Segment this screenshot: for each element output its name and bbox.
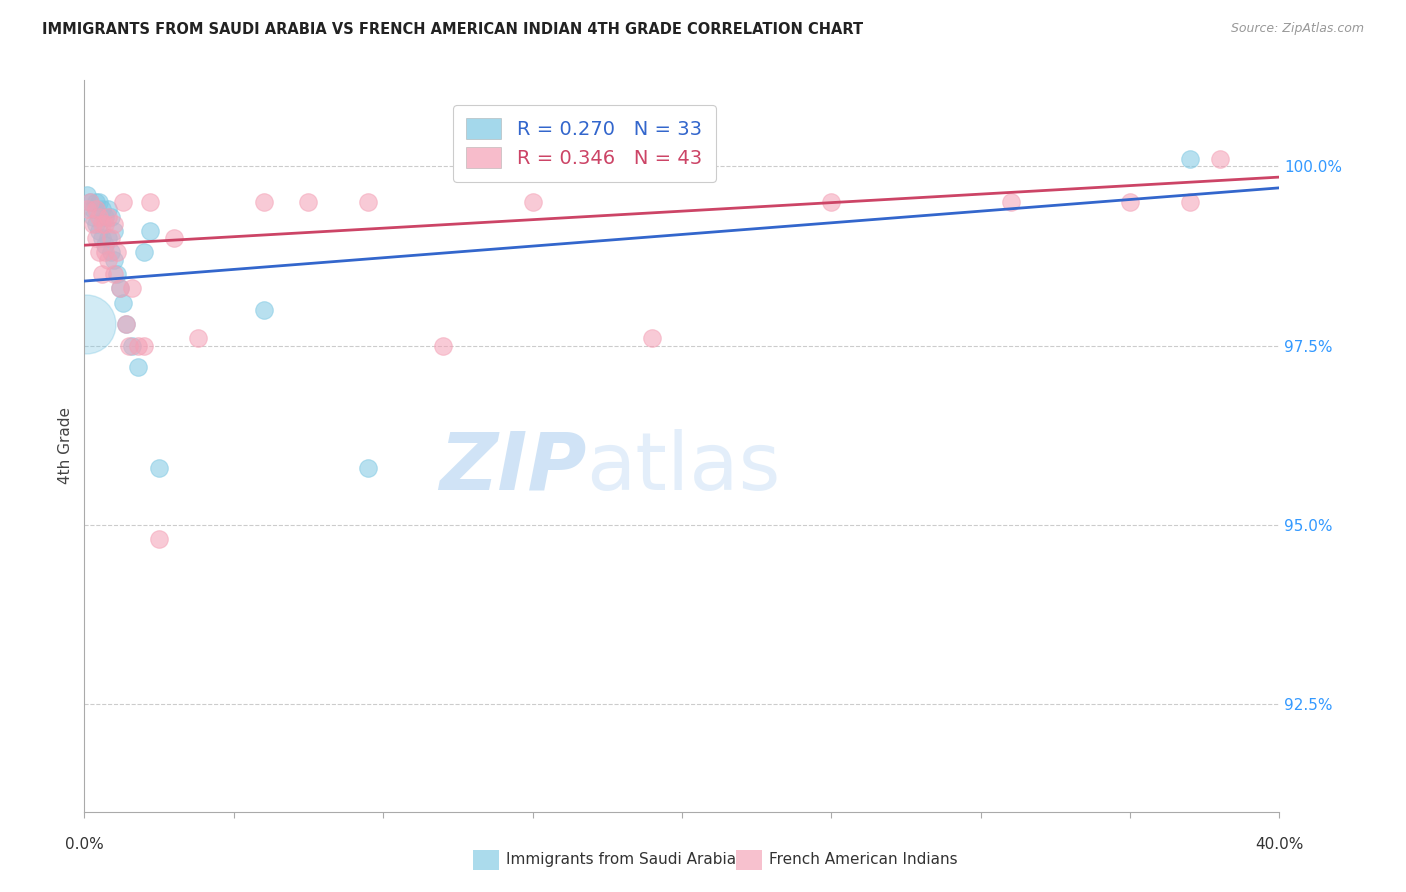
- Point: [103, 224, 125, 238]
- Point: [297, 195, 319, 210]
- Point: [253, 302, 276, 317]
- Text: 0.0%: 0.0%: [65, 837, 104, 852]
- Point: [86, 231, 108, 245]
- Point: [89, 224, 111, 238]
- Point: [94, 210, 117, 224]
- Point: [86, 202, 108, 217]
- Point: [139, 224, 162, 238]
- Point: [115, 317, 138, 331]
- Point: [1178, 152, 1201, 166]
- Point: [97, 231, 120, 245]
- Text: ZIP: ZIP: [439, 429, 586, 507]
- Point: [82, 210, 104, 224]
- Point: [112, 195, 135, 210]
- Point: [97, 202, 120, 217]
- Point: [127, 338, 149, 352]
- Text: Source: ZipAtlas.com: Source: ZipAtlas.com: [1230, 22, 1364, 36]
- Point: [522, 195, 544, 210]
- Point: [148, 533, 170, 547]
- Point: [91, 202, 114, 217]
- Point: [1119, 195, 1142, 210]
- Point: [187, 331, 209, 345]
- Point: [89, 245, 111, 260]
- Point: [94, 245, 117, 260]
- Point: [148, 460, 170, 475]
- Point: [103, 252, 125, 267]
- Point: [100, 210, 122, 224]
- Point: [820, 195, 842, 210]
- Point: [82, 202, 104, 217]
- Point: [110, 281, 132, 295]
- Point: [76, 188, 98, 202]
- Point: [357, 195, 380, 210]
- Point: [89, 210, 111, 224]
- Point: [97, 210, 120, 224]
- Point: [103, 217, 125, 231]
- Point: [112, 295, 135, 310]
- Point: [1178, 195, 1201, 210]
- Point: [1000, 195, 1022, 210]
- Point: [105, 267, 128, 281]
- Point: [91, 217, 114, 231]
- FancyBboxPatch shape: [472, 850, 499, 871]
- Point: [115, 317, 138, 331]
- Point: [82, 217, 104, 231]
- Point: [79, 195, 101, 210]
- Point: [79, 195, 101, 210]
- Point: [132, 245, 156, 260]
- FancyBboxPatch shape: [735, 850, 762, 871]
- Point: [641, 331, 664, 345]
- Point: [86, 217, 108, 231]
- Point: [94, 217, 117, 231]
- Point: [357, 460, 380, 475]
- Point: [118, 338, 141, 352]
- Text: French American Indians: French American Indians: [769, 852, 957, 867]
- Text: atlas: atlas: [586, 429, 780, 507]
- Point: [91, 267, 114, 281]
- Legend: R = 0.270   N = 33, R = 0.346   N = 43: R = 0.270 N = 33, R = 0.346 N = 43: [453, 104, 716, 182]
- Point: [100, 231, 122, 245]
- Text: Immigrants from Saudi Arabia: Immigrants from Saudi Arabia: [506, 852, 737, 867]
- Point: [105, 245, 128, 260]
- Point: [89, 195, 111, 210]
- Point: [75, 317, 97, 331]
- Point: [76, 202, 98, 217]
- Point: [94, 238, 117, 252]
- Point: [97, 252, 120, 267]
- Point: [253, 195, 276, 210]
- Point: [121, 281, 143, 295]
- Point: [100, 245, 122, 260]
- Point: [163, 231, 186, 245]
- Text: 40.0%: 40.0%: [1256, 837, 1303, 852]
- Point: [91, 231, 114, 245]
- Point: [127, 360, 149, 375]
- Point: [103, 267, 125, 281]
- Point: [432, 338, 454, 352]
- Point: [139, 195, 162, 210]
- Point: [86, 195, 108, 210]
- Point: [110, 281, 132, 295]
- Text: IMMIGRANTS FROM SAUDI ARABIA VS FRENCH AMERICAN INDIAN 4TH GRADE CORRELATION CHA: IMMIGRANTS FROM SAUDI ARABIA VS FRENCH A…: [42, 22, 863, 37]
- Point: [132, 338, 156, 352]
- Point: [121, 338, 143, 352]
- Y-axis label: 4th Grade: 4th Grade: [58, 408, 73, 484]
- Point: [1209, 152, 1232, 166]
